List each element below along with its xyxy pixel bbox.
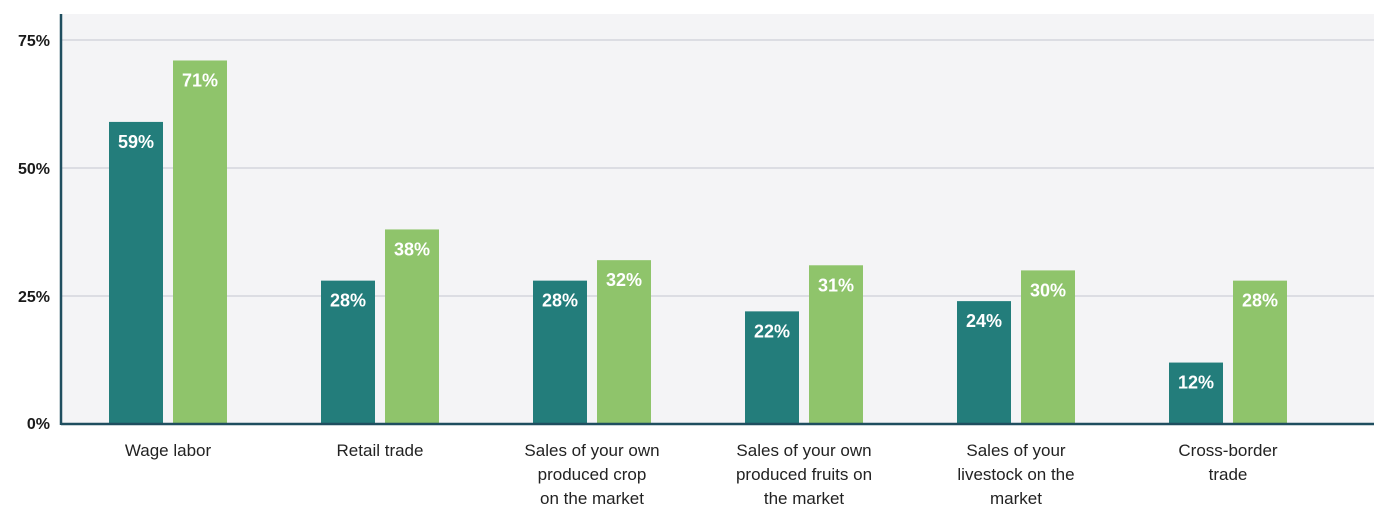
bar-data-label: 38% (394, 239, 430, 259)
gridlines (61, 39, 1374, 297)
plot-background (61, 14, 1374, 425)
bar-data-label: 30% (1030, 280, 1066, 300)
bar (1233, 280, 1287, 424)
bar (1169, 362, 1223, 424)
bar-data-label: 22% (754, 321, 790, 341)
bar (109, 121, 163, 425)
bar (809, 265, 863, 424)
x-category-label-line: livestock on the (957, 465, 1074, 484)
bar (957, 301, 1011, 424)
bar (597, 260, 651, 424)
x-category-label-line: the market (764, 489, 845, 508)
x-category-label-line: market (990, 489, 1042, 508)
y-tick-label: 25% (18, 289, 50, 306)
x-category-label-line: Sales of your own (524, 441, 659, 460)
bar-data-label: 28% (330, 291, 366, 311)
bars (109, 60, 1287, 425)
x-category-label: Wage labor (125, 441, 212, 460)
x-category-label-line: trade (1209, 465, 1248, 484)
axes (59, 14, 1374, 426)
x-category-label-line: Retail trade (337, 441, 424, 460)
bar-data-label: 28% (1242, 291, 1278, 311)
bar-data-label: 28% (542, 291, 578, 311)
bar-data-label: 59% (118, 132, 154, 152)
x-category-label: Retail trade (337, 441, 424, 460)
bar-data-label: 32% (606, 270, 642, 290)
x-category-label: Sales of your own produced crop on the mar… (524, 441, 659, 508)
bar (385, 229, 439, 424)
x-category-label-line: on the market (540, 489, 644, 508)
x-category-label: Cross-border trade (1178, 441, 1278, 484)
y-tick-label: 50% (18, 161, 50, 178)
y-tick-label: 75% (18, 33, 50, 50)
bar-data-label: 12% (1178, 373, 1214, 393)
x-category-label-line: produced fruits on (736, 465, 872, 484)
x-category-label: Sales of your livestock on the market (957, 441, 1074, 508)
x-category-label-line: Wage labor (125, 441, 212, 460)
bar-data-label: 71% (182, 70, 218, 90)
bar-data-label: 31% (818, 275, 854, 295)
bar (745, 311, 799, 424)
y-tick-label: 0% (27, 416, 50, 433)
bar (321, 280, 375, 424)
bar-data-label: 24% (966, 311, 1002, 331)
x-category-label: Sales of your own produced fruits on the m… (736, 441, 872, 508)
bar (533, 280, 587, 424)
x-category-label-line: produced crop (538, 465, 647, 484)
bar (173, 60, 227, 424)
bar (1021, 270, 1075, 424)
x-category-label-line: Sales of your (966, 441, 1066, 460)
x-category-label-line: Sales of your own (736, 441, 871, 460)
x-category-label-line: Cross-border (1178, 441, 1278, 460)
labels: 0% 25% 50% 75% 59% 71% Wage labor 28% 38% Retail … (18, 33, 1278, 508)
